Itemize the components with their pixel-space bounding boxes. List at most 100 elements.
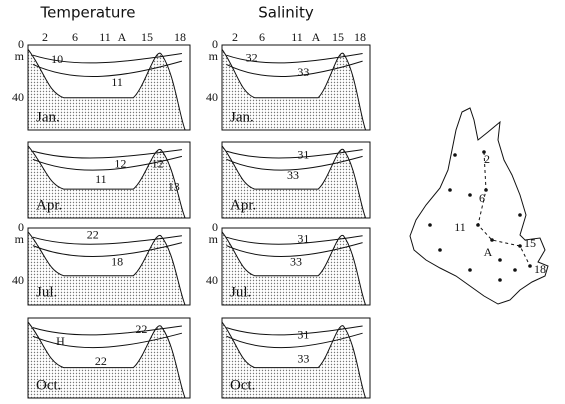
map-station-label: 6	[479, 191, 485, 205]
isoline	[32, 332, 183, 349]
station-map: 2 6 11 A 15 18	[409, 107, 549, 305]
station-label: 2	[232, 30, 238, 44]
depth-label: 0	[18, 220, 24, 234]
month-label: Apr.	[36, 197, 62, 213]
isoline	[32, 242, 183, 257]
panel-frame	[27, 44, 191, 131]
isoline	[32, 149, 182, 159]
contour-label: 33	[287, 168, 299, 182]
station-dot	[453, 153, 457, 157]
station-label: 18	[354, 30, 366, 44]
isoline	[32, 60, 183, 77]
contour-label: 12	[152, 157, 164, 171]
isoline	[226, 242, 363, 258]
station-dot	[448, 188, 452, 192]
panel-frame	[221, 141, 371, 219]
station-dot	[468, 268, 472, 272]
station-label: 15	[141, 30, 153, 44]
sea-floor	[27, 230, 186, 306]
panel-frame	[221, 227, 371, 306]
contour-label: 33	[297, 65, 309, 79]
column-title: Temperature	[39, 4, 135, 22]
depth-label: 40	[12, 273, 24, 287]
month-label: Oct.	[36, 377, 61, 393]
station-dot	[476, 223, 480, 227]
column-title: Salinity	[258, 4, 314, 22]
isoline	[226, 325, 363, 336]
station-label: 11	[99, 30, 111, 44]
isoline	[226, 149, 363, 159]
depth-label: 0	[212, 37, 218, 51]
contour-label: 10	[51, 52, 63, 66]
station-dot	[498, 278, 502, 282]
contour-label: 11	[111, 75, 123, 89]
contour-label: 33	[297, 351, 309, 365]
sea-floor	[221, 230, 367, 306]
map-station-label: 11	[454, 220, 466, 234]
depth-label: m	[15, 49, 25, 63]
station-label: 15	[332, 30, 344, 44]
isoline	[32, 325, 182, 336]
transect	[477, 151, 531, 267]
contour-label: H	[56, 334, 65, 348]
map-station-label: 15	[524, 236, 536, 250]
sea-floor	[27, 320, 186, 399]
sea-floor	[27, 144, 186, 219]
contour-label: 31	[297, 231, 309, 245]
depth-label: m	[15, 232, 25, 246]
station-label: A	[312, 30, 321, 44]
contour-label: 13	[168, 179, 180, 193]
station-dot	[482, 150, 486, 154]
isoline	[226, 53, 363, 64]
sea-floor	[221, 144, 367, 219]
panel-frame	[27, 227, 191, 306]
depth-label: 0	[18, 37, 24, 51]
station-dot	[490, 238, 494, 242]
isoline	[226, 332, 363, 349]
contour-label: 32	[246, 50, 258, 64]
isoline	[226, 235, 363, 245]
sea-floor	[27, 47, 186, 131]
month-label: Jul.	[36, 284, 57, 300]
month-label: Apr.	[230, 197, 256, 213]
isoline	[32, 155, 183, 171]
station-dot	[468, 193, 472, 197]
panel-frame	[221, 44, 371, 131]
depth-label: 40	[206, 273, 218, 287]
contour-label: 22	[95, 354, 107, 368]
panel-frame	[27, 317, 191, 399]
month-label: Jan.	[230, 109, 254, 125]
contour-label: 33	[290, 254, 302, 268]
depth-label: m	[209, 49, 219, 63]
station-dot	[428, 223, 432, 227]
coastline	[409, 107, 549, 305]
depth-label: m	[209, 232, 219, 246]
station-label: 6	[259, 30, 265, 44]
contour-label: 22	[135, 322, 147, 336]
station-label: 11	[291, 30, 303, 44]
month-label: Oct.	[230, 377, 255, 393]
map-station-label: 2	[484, 152, 490, 166]
month-label: Jan.	[36, 109, 60, 125]
contour-label: 31	[297, 327, 309, 341]
station-dot	[518, 213, 522, 217]
sea-floor	[221, 47, 367, 131]
isoline	[32, 53, 182, 64]
station-label: A	[118, 30, 127, 44]
contour-label: 12	[114, 157, 126, 171]
station-dot	[484, 188, 488, 192]
isoline	[226, 155, 363, 171]
station-dot	[498, 258, 502, 262]
station-label: 18	[174, 30, 186, 44]
map-station-label: 18	[534, 262, 546, 276]
panel-frame	[27, 141, 191, 219]
isoline	[32, 235, 182, 245]
depth-label: 40	[206, 90, 218, 104]
depth-label: 40	[12, 90, 24, 104]
depth-label: 0	[212, 220, 218, 234]
station-dot	[513, 268, 517, 272]
contour-label: 18	[111, 254, 123, 268]
panel-frame	[221, 317, 371, 399]
sea-floor	[221, 320, 367, 399]
